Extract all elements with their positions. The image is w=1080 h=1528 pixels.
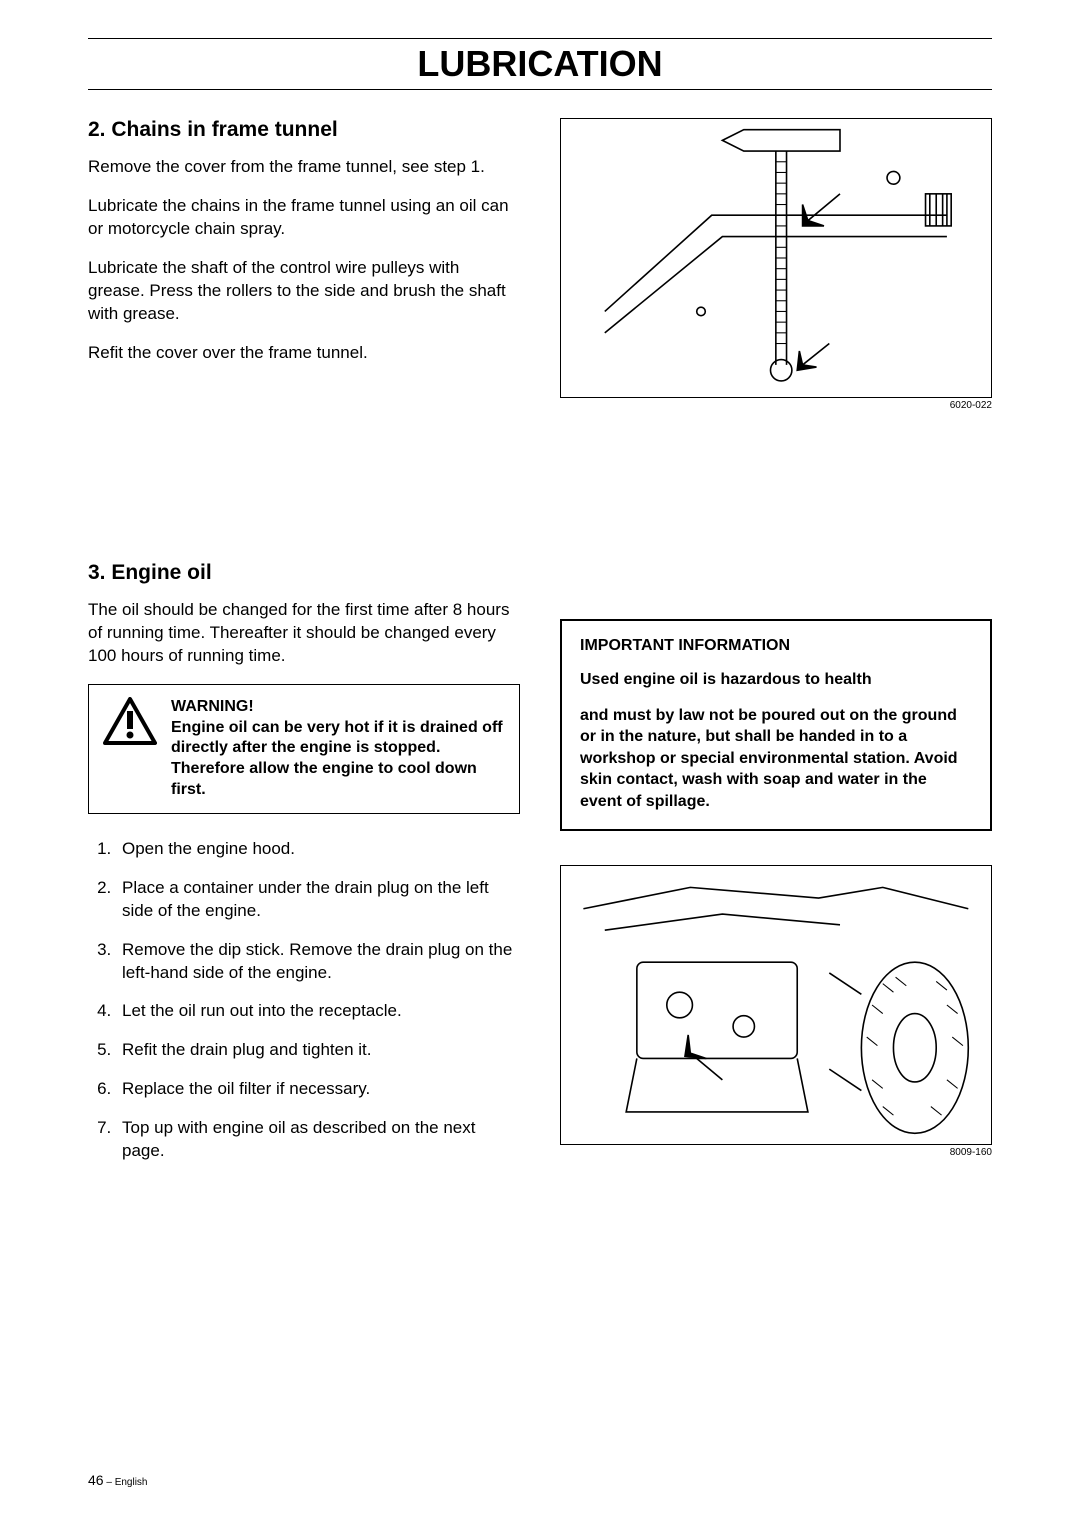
figure-chain-tunnel: [560, 118, 992, 398]
section2-figure-col: 6020-022: [560, 118, 992, 411]
warning-title: WARNING!: [171, 697, 505, 718]
chain-tunnel-illustration-icon: [562, 119, 990, 397]
info-title: IMPORTANT INFORMATION: [580, 637, 972, 655]
warning-triangle-icon: [103, 697, 157, 750]
section2-para2: Lubricate the chains in the frame tunnel…: [88, 195, 520, 241]
page-number: 46: [88, 1472, 104, 1488]
important-info-box: IMPORTANT INFORMATION Used engine oil is…: [560, 619, 992, 831]
section3-heading: 3. Engine oil: [88, 561, 520, 585]
warning-box: WARNING! Engine oil can be very hot if i…: [88, 684, 520, 814]
chapter-title: LUBRICATION: [88, 43, 992, 85]
figure2-caption: 8009-160: [560, 1147, 992, 1158]
section3-row1: 3. Engine oil The oil should be changed …: [88, 561, 992, 1179]
step-1: Open the engine hood.: [116, 838, 520, 861]
info-line2: and must by law not be poured out on the…: [580, 705, 972, 813]
spacer2: [560, 831, 992, 865]
section2-row: 2. Chains in frame tunnel Remove the cov…: [88, 118, 992, 411]
figure1-caption: 6020-022: [560, 400, 992, 411]
vertical-gap: [88, 411, 992, 561]
bottom-rule: [88, 89, 992, 90]
page-footer: 46 – English: [88, 1472, 148, 1488]
spacer: [560, 561, 992, 619]
engine-oil-illustration-icon: [562, 866, 990, 1144]
page: LUBRICATION 2. Chains in frame tunnel Re…: [0, 0, 1080, 1528]
figure-engine-oil: [560, 865, 992, 1145]
step-2: Place a container under the drain plug o…: [116, 877, 520, 923]
section2-heading: 2. Chains in frame tunnel: [88, 118, 520, 142]
step-3: Remove the dip stick. Remove the drain p…: [116, 939, 520, 985]
section2-text-col: 2. Chains in frame tunnel Remove the cov…: [88, 118, 520, 411]
section3-right: IMPORTANT INFORMATION Used engine oil is…: [560, 561, 992, 1179]
info-line1: Used engine oil is hazardous to health: [580, 669, 972, 691]
step-7: Top up with engine oil as described on t…: [116, 1117, 520, 1163]
top-rule: [88, 38, 992, 39]
page-lang: – English: [104, 1477, 148, 1488]
warning-body: Engine oil can be very hot if it is drai…: [171, 718, 505, 801]
step-5: Refit the drain plug and tighten it.: [116, 1039, 520, 1062]
section3-intro: The oil should be changed for the first …: [88, 599, 520, 668]
section3-left: 3. Engine oil The oil should be changed …: [88, 561, 520, 1179]
step-6: Replace the oil filter if necessary.: [116, 1078, 520, 1101]
steps-list: Open the engine hood. Place a container …: [88, 838, 520, 1163]
step-4: Let the oil run out into the receptacle.: [116, 1000, 520, 1023]
warning-text: WARNING! Engine oil can be very hot if i…: [171, 697, 505, 801]
section2-para1: Remove the cover from the frame tunnel, …: [88, 156, 520, 179]
section2-para3: Lubricate the shaft of the control wire …: [88, 257, 520, 326]
section2-para4: Refit the cover over the frame tunnel.: [88, 342, 520, 365]
